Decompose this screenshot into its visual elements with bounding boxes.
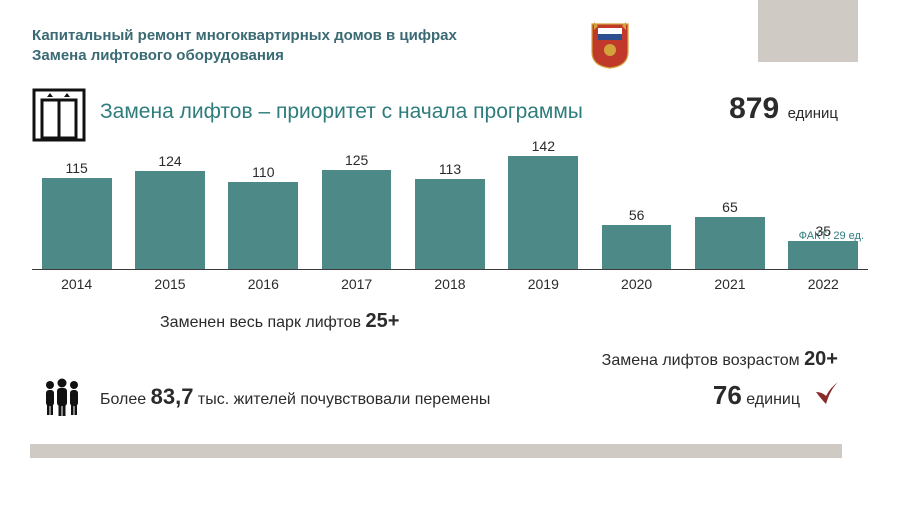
bar-wrap: 113 [405, 150, 494, 269]
total-value: 879 [729, 92, 779, 126]
age-replace-bold: 20+ [804, 348, 838, 370]
bar [508, 156, 578, 269]
bar-wrap: 125 [312, 150, 401, 269]
header-line2: Замена лифтового оборудования [32, 46, 868, 66]
residents-bold: 83,7 [151, 384, 194, 409]
units-76: 76 единиц [713, 380, 800, 411]
header-line1: Капитальный ремонт многоквартирных домов… [32, 26, 868, 46]
bar [788, 241, 858, 269]
bar-value-label: 65 [685, 199, 774, 215]
bar-value-label: 125 [312, 152, 401, 168]
x-axis-label: 2020 [592, 276, 681, 292]
x-axis-label: 2022 [779, 276, 868, 292]
residents-prefix: Более [100, 391, 151, 408]
bar-chart: ФАКТ: 29 ед. 115124110125113142566535 20… [32, 150, 868, 300]
header: Капитальный ремонт многоквартирных домов… [32, 26, 868, 67]
replaced-park-text: Заменен весь парк лифтов 25+ [160, 310, 399, 333]
x-axis-label: 2014 [32, 276, 121, 292]
bar-value-label: 35 [779, 223, 868, 239]
bar-wrap: 35 [779, 150, 868, 269]
bar [415, 179, 485, 269]
units-76-unit: единиц [742, 391, 800, 408]
bar [228, 182, 298, 269]
x-axis-label: 2019 [499, 276, 588, 292]
bar-wrap: 142 [499, 150, 588, 269]
age-replace-text: Замена лифтов возрастом 20+ [602, 348, 838, 371]
elevator-icon [32, 88, 86, 142]
x-axis-label: 2017 [312, 276, 401, 292]
subtitle: Замена лифтов – приоритет с начала прогр… [100, 100, 583, 124]
bar-value-label: 142 [499, 138, 588, 154]
bar-wrap: 110 [219, 150, 308, 269]
bar-value-label: 115 [32, 160, 121, 176]
bar-value-label: 124 [125, 153, 214, 169]
units-76-value: 76 [713, 380, 742, 410]
bar [42, 178, 112, 269]
x-axis-label: 2018 [405, 276, 494, 292]
bar-wrap: 115 [32, 150, 121, 269]
x-axis-label: 2015 [125, 276, 214, 292]
bar [602, 225, 672, 269]
people-icon [40, 378, 84, 416]
bar [322, 170, 392, 269]
replaced-park-bold: 25+ [365, 310, 399, 332]
bar-value-label: 56 [592, 207, 681, 223]
bar-value-label: 110 [219, 164, 308, 180]
bar-wrap: 56 [592, 150, 681, 269]
residents-text: Более 83,7 тыс. жителей почувствовали пе… [100, 384, 490, 410]
bar-wrap: 124 [125, 150, 214, 269]
region-emblem-icon [590, 22, 630, 70]
bar-wrap: 65 [685, 150, 774, 269]
x-axis-label: 2021 [685, 276, 774, 292]
total-unit: единиц [788, 105, 838, 122]
residents-suffix: тыс. жителей почувствовали перемены [193, 391, 490, 408]
bar [695, 217, 765, 269]
bar [135, 171, 205, 269]
total-units: 879 единиц [729, 92, 838, 126]
checkmark-icon [814, 380, 840, 406]
age-replace-prefix: Замена лифтов возрастом [602, 352, 804, 369]
replaced-park-prefix: Заменен весь парк лифтов [160, 314, 365, 331]
bar-value-label: 113 [405, 161, 494, 177]
bottom-gray-bar [30, 444, 842, 458]
x-axis-label: 2016 [219, 276, 308, 292]
